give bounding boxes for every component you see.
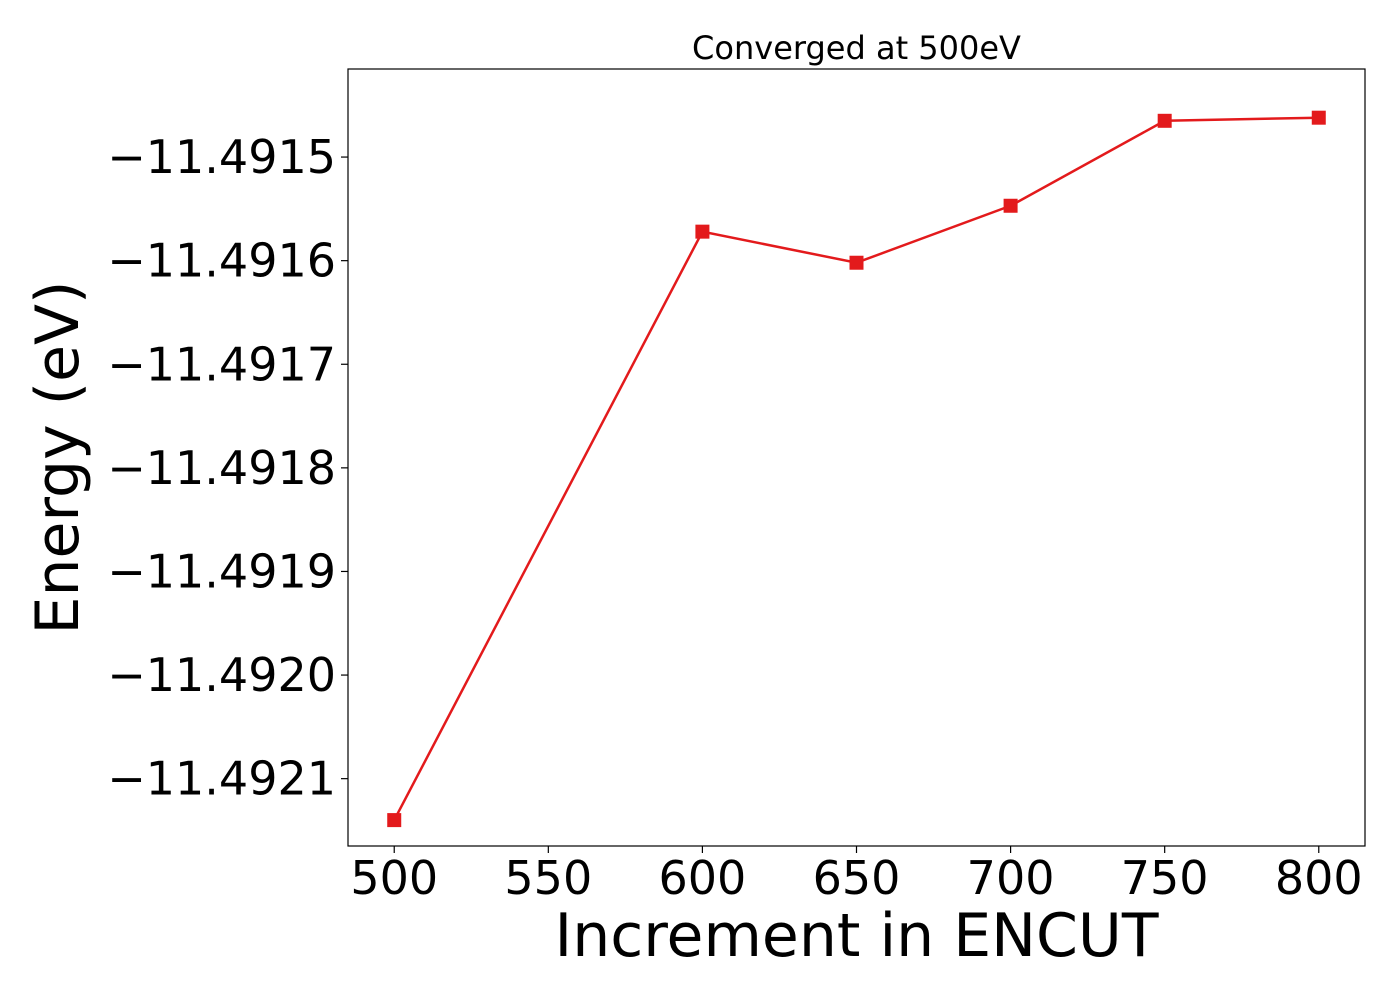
y-axis-ticks: −11.4915 −11.4916 −11.4917 −11.4918 −11.4919…	[107, 130, 348, 806]
y-tick-label: −11.4921	[107, 752, 336, 806]
data-point-marker	[387, 813, 402, 828]
x-axis-ticks: 500 550 600 650 700 750 800	[350, 846, 1363, 905]
x-tick-label: 750	[1121, 851, 1209, 905]
x-tick-label: 800	[1275, 851, 1363, 905]
x-tick-label: 650	[813, 851, 901, 905]
data-point-marker	[1003, 198, 1018, 213]
series-line	[393, 116, 1319, 821]
y-tick-label: −11.4918	[107, 441, 336, 495]
y-tick-label: −11.4920	[107, 648, 336, 702]
plot-frame	[347, 68, 1366, 847]
data-point-marker	[1311, 110, 1326, 125]
x-axis-label: Increment in ENCUT	[555, 901, 1159, 971]
x-tick-label: 700	[967, 851, 1055, 905]
series-layer	[387, 110, 1326, 828]
chart-title: Converged at 500eV	[692, 29, 1021, 67]
y-tick-label: −11.4919	[107, 544, 336, 598]
y-tick-label: −11.4916	[107, 234, 336, 288]
y-tick-label: −11.4915	[107, 130, 336, 184]
y-axis-label: Energy (eV)	[23, 281, 93, 635]
x-tick-label: 550	[504, 851, 592, 905]
data-point-marker	[1157, 113, 1172, 128]
data-point-marker	[849, 255, 864, 270]
x-tick-label: 600	[659, 851, 747, 905]
y-tick-label: −11.4917	[107, 337, 336, 391]
x-tick-label: 500	[350, 851, 438, 905]
data-point-marker	[695, 224, 710, 239]
